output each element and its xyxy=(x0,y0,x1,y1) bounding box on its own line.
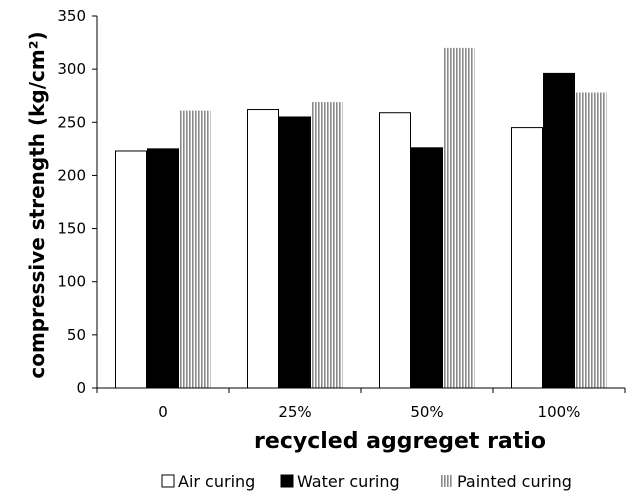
bar-water-curing-4 xyxy=(543,72,575,389)
legend-swatch xyxy=(280,474,294,488)
y-tick-label: 200 xyxy=(57,166,86,184)
x-axis-ticks: 0 25% 50% 100% xyxy=(96,388,626,421)
y-axis-ticks: 0 50 100 150 200 250 300 350 xyxy=(57,7,97,397)
bar-air-curing-3 xyxy=(379,112,411,389)
x-tick-label: 0 xyxy=(158,403,168,421)
bar-painted-curing-1 xyxy=(179,110,211,388)
y-tick-label: 350 xyxy=(57,7,86,25)
y-tick-label: 50 xyxy=(67,326,86,344)
y-tick-label: 150 xyxy=(57,220,86,238)
x-tick-label: 50% xyxy=(410,403,443,421)
legend-label: Air curing xyxy=(178,472,255,491)
y-tick-label: 0 xyxy=(76,379,86,397)
bar-water-curing-3 xyxy=(411,147,443,389)
legend-label: Water curing xyxy=(297,472,400,491)
bar-water-curing-1 xyxy=(147,148,179,389)
bar-painted-curing-3 xyxy=(443,47,475,389)
bars xyxy=(115,47,607,389)
x-tick-label: 100% xyxy=(538,403,581,421)
bar-air-curing-2 xyxy=(247,109,279,389)
bar-air-curing-1 xyxy=(115,150,147,389)
legend-label: Painted curing xyxy=(457,472,572,491)
bar-painted-curing-4 xyxy=(575,92,607,389)
bar-painted-curing-2 xyxy=(311,102,343,388)
x-axis-title: recycled aggreget ratio xyxy=(254,429,546,454)
bar-water-curing-2 xyxy=(279,116,311,389)
legend: Air curing Water curing Painted curing xyxy=(161,472,572,491)
y-tick-label: 250 xyxy=(57,113,86,131)
bar-air-curing-4 xyxy=(511,127,543,389)
legend-swatch xyxy=(161,474,175,488)
y-axis-title: compressive strength (kg/cm²) xyxy=(25,31,49,378)
y-tick-label: 300 xyxy=(57,60,86,78)
y-tick-label: 100 xyxy=(57,273,86,291)
legend-swatch xyxy=(441,475,453,487)
x-tick-label: 25% xyxy=(278,403,311,421)
